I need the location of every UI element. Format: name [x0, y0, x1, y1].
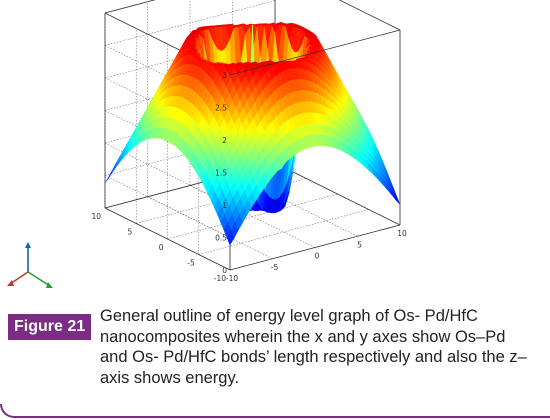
y-tick-label: 0	[159, 243, 164, 252]
grid-line	[147, 196, 273, 260]
box-edge	[229, 224, 401, 271]
x-tick-label: 5	[357, 240, 362, 249]
box-edge	[104, 207, 231, 271]
plot-box-front	[229, 0, 401, 225]
x-tick-label: -10	[226, 274, 238, 283]
z-tick-label: 2.5	[215, 104, 227, 113]
surface-plot: 0 0.5 1 1.5 2 2.5 3 -10 -5 0 5 10 -10 -5 0 5 10	[7, 0, 407, 288]
box-edge	[338, 0, 401, 31]
grid-line	[198, 209, 369, 255]
z-tick-label: 1.5	[215, 169, 227, 178]
surface-patch	[392, 191, 401, 205]
box-edge	[274, 162, 401, 226]
x-direction-arrow	[27, 271, 51, 287]
y-direction-arrow	[9, 271, 29, 285]
x-tick-label: 10	[397, 229, 407, 238]
orientation-triad	[7, 242, 53, 288]
figure-caption: Figure 21 General outline of energy leve…	[8, 306, 538, 406]
z-tick-label: 1	[222, 201, 227, 210]
caption-text: General outline of energy level graph of…	[100, 307, 527, 387]
x-tick-label: -5	[271, 263, 279, 272]
z-tick-label: 0.5	[215, 234, 227, 243]
figure-number-badge: Figure 21	[8, 314, 92, 340]
y-tick-label: 5	[127, 228, 132, 237]
surface-mesh	[104, 21, 401, 246]
z-arrow-head	[25, 242, 31, 248]
z-tick-label: 3	[222, 71, 227, 80]
x-arrow-head	[46, 282, 53, 288]
z-tick-label: 2	[222, 136, 227, 145]
axis-ticks: 0 0.5 1 1.5 2 2.5 3 -10 -5 0 5 10 -10 -5 0 5 10	[91, 71, 407, 283]
y-tick-label: 10	[91, 212, 101, 221]
box-edge	[104, 0, 156, 14]
grid-line	[104, 142, 231, 206]
grid-line	[167, 193, 338, 240]
page-border	[0, 404, 550, 418]
y-tick-label: -10	[214, 274, 226, 283]
x-tick-label: 0	[315, 252, 320, 261]
box-edge	[229, 29, 401, 76]
y-tick-label: -5	[187, 259, 195, 268]
grid-line	[232, 173, 358, 237]
y-arrow-head	[7, 280, 14, 286]
z-tick-label: 0	[222, 266, 227, 275]
